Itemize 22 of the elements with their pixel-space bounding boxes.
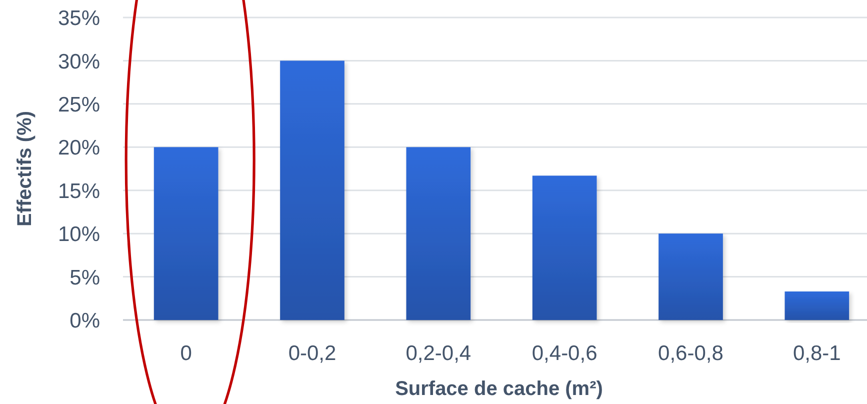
y-tick-label: 5% — [70, 266, 100, 290]
x-tick-label: 0,6-0,8 — [658, 342, 724, 365]
x-tick-label: 0,4-0,6 — [532, 342, 598, 365]
x-tick-label: 0,8-1 — [792, 342, 841, 365]
bar — [532, 176, 597, 320]
bar — [280, 60, 344, 320]
x-tick-label: 0 — [180, 342, 192, 365]
y-tick-label: 15% — [58, 180, 100, 203]
bar — [784, 291, 850, 320]
bar — [658, 234, 723, 320]
y-tick-label: 35% — [58, 7, 100, 30]
y-tick-label: 0% — [70, 310, 100, 333]
y-axis-title: Effectifs (%) — [14, 110, 36, 227]
y-tick-label: 20% — [58, 136, 100, 160]
bar — [154, 147, 218, 320]
y-tick-label: 10% — [58, 223, 100, 246]
y-tick-label: 30% — [58, 50, 100, 74]
bar — [406, 147, 471, 320]
x-axis-title: Surface de cache (m²) — [395, 378, 603, 400]
x-tick-label: 0-0,2 — [288, 342, 336, 365]
y-tick-label: 25% — [58, 93, 100, 116]
x-tick-label: 0,2-0,4 — [406, 342, 472, 365]
